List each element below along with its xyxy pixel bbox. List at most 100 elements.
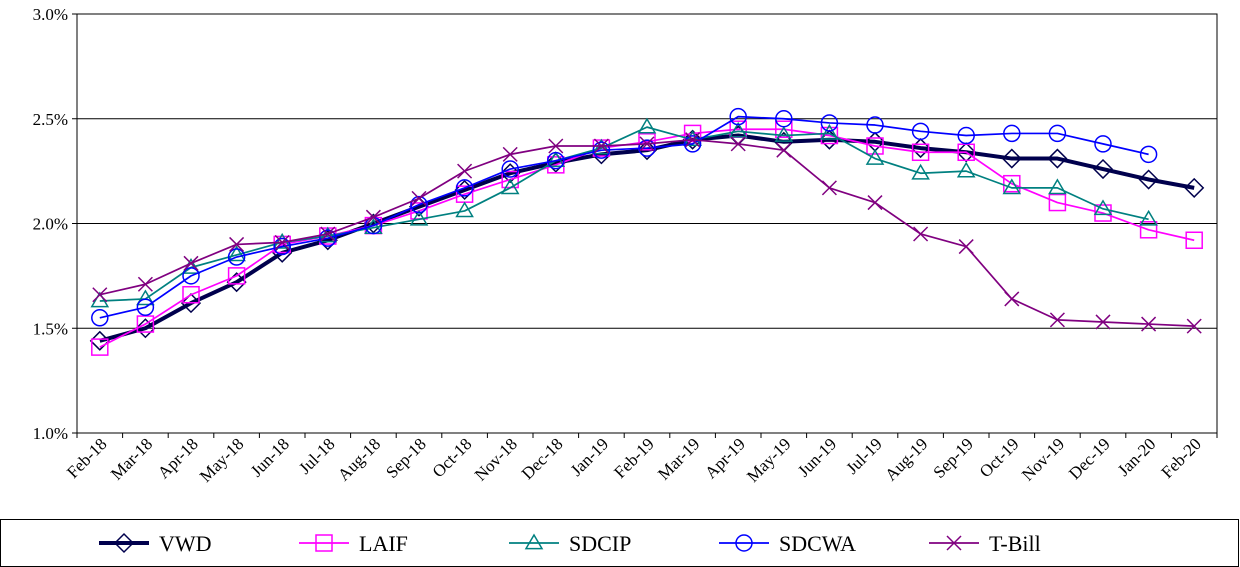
data-point-square — [227, 267, 246, 285]
data-point-circle — [182, 267, 200, 285]
legend-item-sdcwa: SDCWA — [719, 531, 856, 556]
y-tick-label: 1.0% — [33, 424, 68, 443]
data-point-x — [1186, 318, 1202, 334]
data-point-x — [730, 136, 746, 152]
x-tick-label: Feb-19 — [610, 434, 657, 481]
data-point-circle — [136, 298, 155, 317]
series-line — [99, 128, 1195, 348]
data-point-diamond — [113, 532, 135, 554]
x-tick-label: Nov-18 — [471, 434, 521, 484]
data-point-triangle — [683, 130, 702, 147]
legend-label: VWD — [159, 531, 212, 556]
data-point-x — [639, 136, 655, 152]
data-point-circle — [866, 116, 884, 134]
x-tick-label: Sep-18 — [382, 434, 429, 481]
series-line — [99, 115, 1149, 319]
x-tick-label: Jun-18 — [247, 434, 293, 480]
x-tick-label: Sep-19 — [930, 434, 977, 481]
data-point-x — [183, 255, 199, 271]
data-point-circle — [820, 114, 839, 132]
legend-label: SDCIP — [569, 531, 631, 556]
data-point-square — [638, 133, 656, 151]
data-point-triangle — [90, 291, 110, 308]
series-layer — [89, 107, 1205, 356]
series-line — [99, 133, 1195, 343]
x-tick-label: May-18 — [196, 434, 247, 485]
data-point-diamond — [180, 293, 202, 314]
data-point-x — [685, 132, 701, 148]
data-point-triangle — [1048, 178, 1067, 195]
legend: VWD LAIF SDCIP SDCWA T-Bill — [0, 519, 1239, 567]
data-point-diamond — [89, 330, 110, 351]
data-point-circle — [547, 151, 565, 170]
data-point-x — [320, 226, 336, 242]
x-tick-label: Jan-20 — [1114, 434, 1159, 479]
data-point-x — [867, 195, 883, 211]
data-point-circle — [1094, 135, 1112, 153]
data-point-circle — [729, 107, 747, 126]
x-tick-label: Apr-19 — [701, 434, 749, 482]
data-point-circle — [91, 309, 109, 327]
data-point-x — [274, 234, 290, 250]
data-point-x — [229, 236, 245, 252]
data-point-circle — [911, 122, 930, 141]
data-point-diamond — [1138, 169, 1159, 190]
data-point-diamond — [1047, 148, 1068, 169]
data-point-x — [548, 138, 564, 154]
x-tick-label: Jul-18 — [295, 434, 338, 477]
data-point-square — [1185, 231, 1203, 250]
legend-box — [0, 519, 1239, 567]
x-tick-label: Feb-20 — [1158, 434, 1205, 481]
data-point-square — [136, 315, 155, 333]
y-tick-label: 2.0% — [33, 215, 68, 234]
data-point-x — [92, 287, 108, 303]
y-tick-label: 1.5% — [33, 319, 68, 338]
data-point-x — [1095, 314, 1111, 330]
data-point-triangle — [455, 201, 474, 218]
data-point-triangle — [1002, 178, 1022, 195]
x-tick-label: Jul-19 — [842, 434, 885, 477]
data-point-triangle — [409, 209, 429, 226]
data-point-square — [683, 124, 702, 143]
data-point-x — [1004, 291, 1020, 307]
y-tick-label: 2.5% — [33, 110, 68, 129]
data-point-square — [315, 534, 333, 552]
data-point-x — [1049, 312, 1065, 328]
legend-item-laif: LAIF — [299, 531, 408, 556]
data-point-triangle — [592, 138, 611, 155]
x-tick-label: Aug-19 — [881, 434, 931, 484]
data-point-triangle — [1093, 199, 1113, 216]
data-point-diamond — [272, 242, 293, 263]
series-vwd — [89, 125, 1205, 351]
data-point-triangle — [956, 161, 976, 178]
x-tick-label: Aug-18 — [334, 434, 384, 484]
data-point-circle — [735, 534, 753, 552]
x-tick-label: Apr-18 — [154, 434, 202, 482]
x-tick-label: May-19 — [743, 434, 794, 485]
data-point-triangle — [227, 245, 246, 262]
legend-label: T-Bill — [989, 531, 1041, 556]
data-point-circle — [592, 141, 611, 159]
y-axis: 1.0% 1.5% 2.0% 2.5% 3.0% — [33, 5, 77, 443]
data-point-square — [911, 143, 930, 162]
data-point-diamond — [1001, 148, 1022, 169]
data-point-diamond — [135, 318, 156, 339]
data-point-triangle — [911, 163, 930, 180]
x-tick-label: Nov-19 — [1018, 434, 1068, 484]
data-point-triangle — [637, 117, 657, 134]
data-point-square — [775, 120, 793, 138]
data-point-circle — [957, 126, 975, 145]
data-point-triangle — [136, 289, 155, 306]
legend-item-t-bill: T-Bill — [929, 531, 1041, 556]
data-point-square — [1139, 221, 1158, 239]
x-tick-label: Dec-18 — [518, 434, 567, 483]
data-point-square — [1048, 193, 1067, 212]
data-point-x — [457, 163, 473, 179]
data-point-x — [411, 190, 427, 206]
data-point-circle — [319, 229, 337, 247]
series-line — [99, 138, 1195, 328]
data-point-circle — [501, 160, 519, 178]
data-point-square — [1003, 174, 1021, 193]
